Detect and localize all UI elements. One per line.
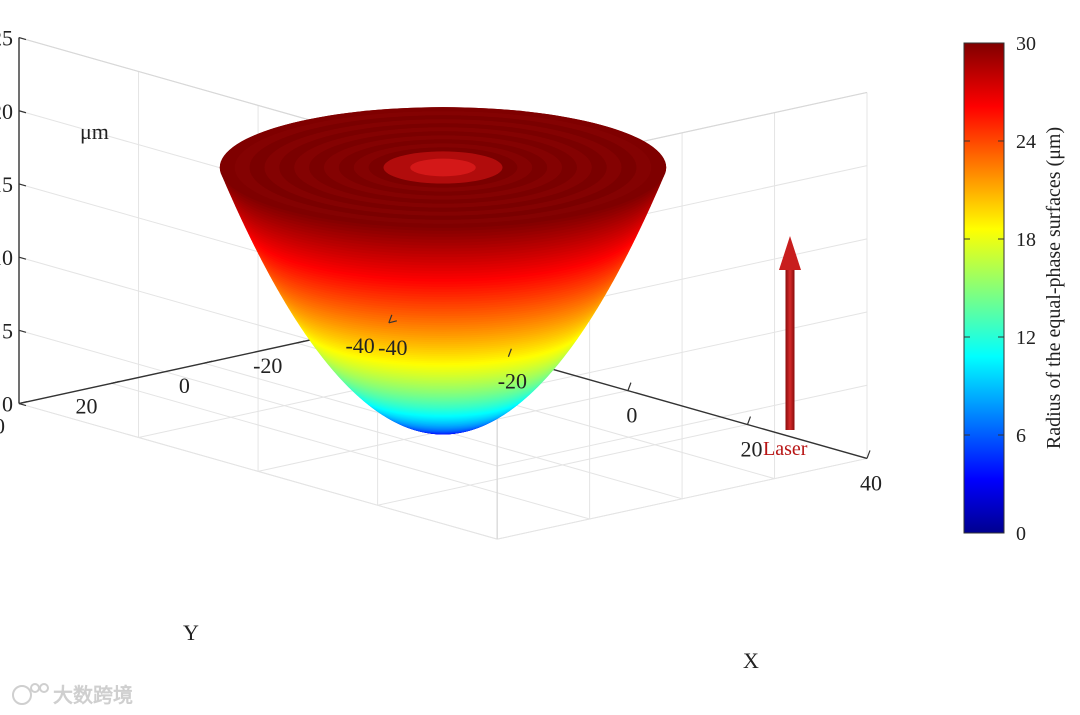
z-tick-mark — [18, 329, 27, 333]
colorbar-tick-label: 12 — [1016, 327, 1036, 349]
watermark-text: 大数跨境 — [53, 683, 133, 707]
z-tick-label: 5 — [2, 318, 13, 343]
back-wall-gridline-z — [18, 403, 498, 540]
y-tick-mark — [296, 340, 305, 344]
laser-arrow-annotation: Laser — [763, 236, 808, 460]
x-tick-mark — [388, 314, 393, 324]
weibo-logo-icon — [12, 683, 49, 705]
y-tick-mark — [18, 400, 28, 405]
colorbar-tick-label: 30 — [1016, 33, 1036, 55]
y-tick-mark — [388, 320, 397, 324]
z-tick-mark — [18, 256, 27, 260]
colorbar: 0 6 12 18 24 30 Radius of the equal-phase sur… — [963, 33, 1065, 545]
floor-gridline-y — [111, 382, 590, 520]
colorbar-tick-label: 24 — [1016, 131, 1036, 153]
watermark: 大数跨境 — [12, 683, 133, 707]
x-tick-label: -20 — [498, 369, 527, 394]
x-tick-label: 40 — [860, 470, 882, 495]
z-tick-label: 15 — [0, 172, 13, 197]
z-tick-label: 0 — [2, 392, 13, 417]
colorbar-tick-label: 0 — [1016, 523, 1026, 545]
z-axis-unit-label: μm — [80, 119, 109, 144]
z-tick-mark — [18, 183, 27, 187]
y-tick-label: 0 — [179, 373, 190, 398]
colorbar-ticks: 0 6 12 18 24 30 — [964, 33, 1036, 545]
x-tick-mark — [627, 382, 632, 391]
paraboloid-surface — [219, 107, 667, 435]
y-tick-mark — [111, 380, 120, 384]
x-tick-label: 0 — [626, 403, 637, 428]
x-tick-label: -40 — [378, 335, 407, 360]
y-tick-label: -20 — [253, 353, 282, 378]
laser-arrow-shaft — [785, 262, 795, 430]
x-tick-label: 20 — [741, 437, 763, 462]
z-tick-label: 25 — [0, 26, 13, 51]
z-tick-label: 20 — [0, 99, 13, 124]
x-tick-mark — [746, 416, 752, 425]
x-axis-label: X — [743, 648, 759, 673]
colorbar-tick-label: 18 — [1016, 229, 1036, 251]
laser-label: Laser — [763, 438, 808, 460]
top-cap-highlight — [410, 158, 476, 177]
z-tick-mark — [18, 110, 27, 114]
z-tick-mark — [18, 402, 27, 407]
z-tick-mark — [18, 36, 27, 41]
x-tick-mark — [507, 348, 512, 357]
y-axis-label: Y — [183, 620, 199, 645]
laser-arrow-head — [779, 236, 801, 270]
back-wall-gridline-z — [18, 329, 498, 467]
y-tick-label: 40 — [0, 414, 5, 439]
y-tick-mark — [203, 360, 213, 364]
colorbar-label: Radius of the equal-phase surfaces (μm) — [1043, 127, 1065, 449]
side-wall-gridline-z — [497, 311, 868, 394]
y-tick-label: 20 — [76, 393, 98, 418]
colorbar-tick-label: 6 — [1016, 425, 1026, 447]
side-wall-gridline-z — [497, 384, 868, 467]
side-wall-gridline-z — [497, 457, 868, 540]
y-tick-label: -40 — [345, 333, 374, 358]
x-tick-mark — [866, 450, 871, 459]
z-tick-label: 10 — [0, 245, 13, 270]
colorbar-gradient — [963, 42, 1005, 534]
axis-tick-labels: 0 5 10 15 20 25 -40 -20 0 20 40 -40 -20 0 20 40 — [0, 26, 882, 496]
